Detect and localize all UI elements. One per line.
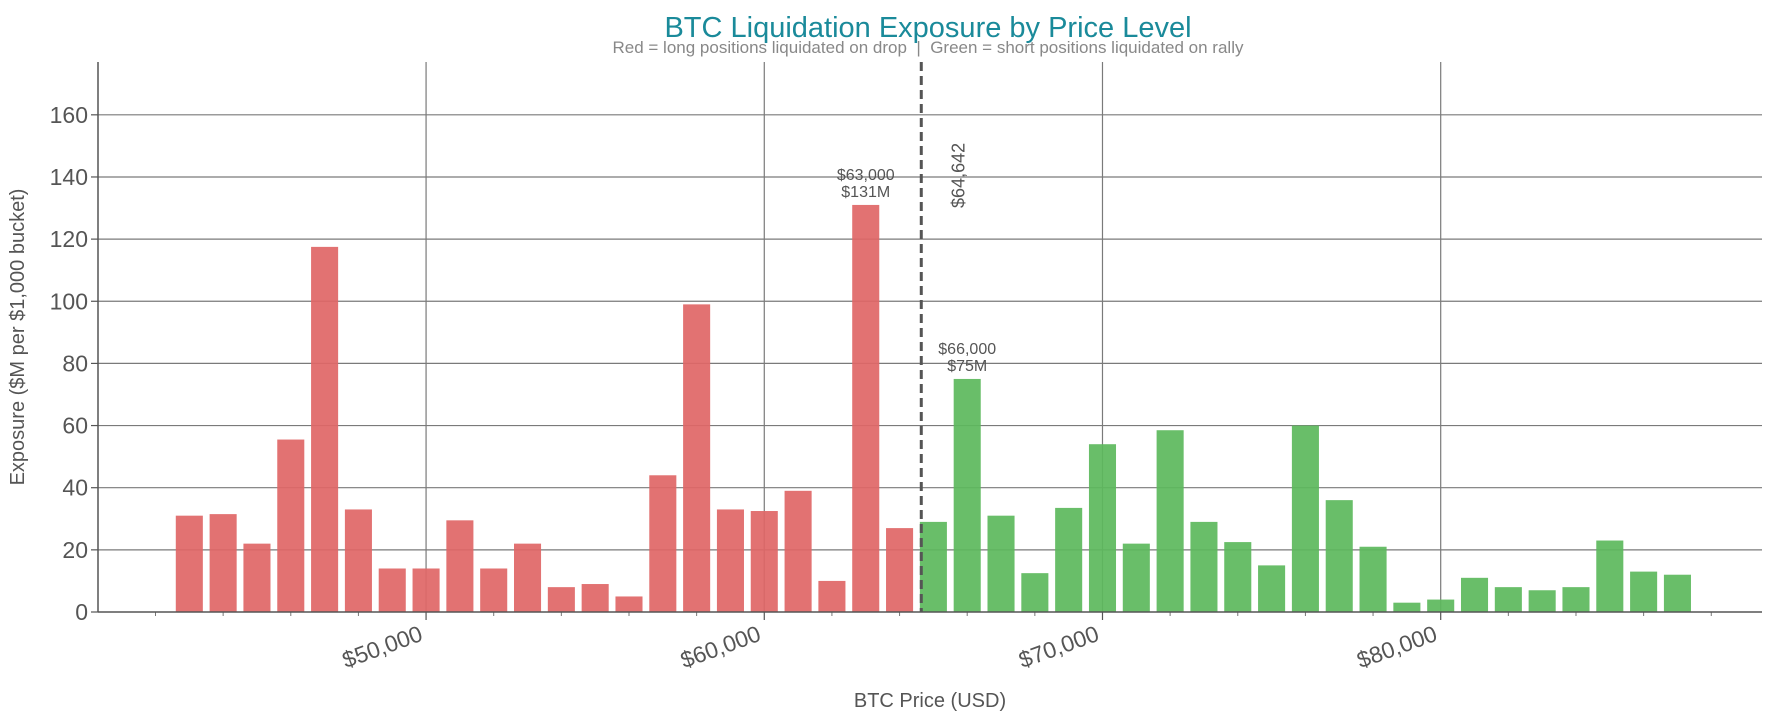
y-tick-label: 80: [62, 350, 88, 376]
long-liquidation-bar: [378, 568, 406, 612]
y-tick-label: 20: [62, 537, 88, 563]
peak-annotation-label: $63,000: [837, 167, 895, 184]
short-liquidation-bar: [1021, 573, 1049, 612]
long-liquidation-bar: [547, 587, 575, 612]
x-tick-label: $80,000: [1353, 620, 1440, 673]
short-liquidation-bar: [1325, 500, 1353, 612]
short-liquidation-bar: [1088, 444, 1117, 612]
long-liquidation-bar: [209, 514, 237, 612]
short-liquidation-bar: [1359, 546, 1387, 612]
short-liquidation-bar: [1562, 587, 1590, 612]
y-tick-label: 160: [50, 102, 88, 128]
long-liquidation-bar: [886, 528, 914, 612]
x-axis-title: BTC Price (USD): [854, 690, 1006, 712]
grid-layer: [98, 62, 1762, 612]
long-liquidation-bar: [581, 584, 609, 612]
long-liquidation-bar: [480, 568, 508, 612]
short-liquidation-bar: [1596, 540, 1624, 612]
long-liquidation-bar: [412, 568, 440, 612]
long-liquidation-bar: [784, 490, 812, 612]
peak-annotation-label: $131M: [841, 184, 890, 201]
short-liquidation-bar: [1190, 521, 1218, 612]
short-liquidation-bar: [987, 515, 1015, 612]
long-liquidation-bar: [446, 520, 474, 612]
long-liquidation-bar: [649, 475, 677, 612]
peak-annotation-label: $66,000: [938, 341, 996, 358]
long-liquidation-bar: [243, 543, 271, 612]
short-liquidation-bar: [1055, 507, 1083, 612]
long-liquidation-bar: [615, 596, 643, 612]
short-liquidation-bar: [1122, 543, 1150, 612]
short-liquidation-bar: [1156, 430, 1184, 612]
short-liquidation-bar: [1291, 425, 1319, 612]
short-liquidation-bar: [1393, 602, 1421, 612]
peak-annotation-label: $75M: [947, 358, 987, 375]
short-liquidation-bar: [1494, 587, 1522, 612]
short-liquidation-bar: [1630, 571, 1658, 612]
x-tick-label: $70,000: [1015, 620, 1102, 673]
long-liquidation-bar: [818, 580, 846, 612]
x-tick-label: $60,000: [677, 620, 764, 673]
long-liquidation-bar: [175, 515, 203, 612]
short-liquidation-bar: [953, 378, 981, 612]
y-tick-label: 0: [75, 599, 88, 625]
annotation-layer: $64,642 $63,000$131M $66,000$75M: [837, 62, 996, 612]
short-liquidation-bar: [1460, 577, 1489, 612]
short-liquidation-bar: [1663, 574, 1691, 612]
chart-title: BTC Liquidation Exposure by Price Level: [664, 12, 1191, 44]
short-liquidation-bar: [1528, 590, 1556, 612]
y-tick-label: 60: [62, 413, 88, 439]
bar-layer: [175, 204, 1691, 612]
long-liquidation-bar: [311, 246, 339, 612]
short-liquidation-bar: [919, 521, 947, 612]
long-liquidation-bar: [514, 543, 542, 612]
long-liquidation-bar: [683, 304, 711, 612]
y-tick-label: 140: [50, 164, 88, 190]
long-liquidation-bar: [277, 439, 305, 612]
long-liquidation-bar: [750, 511, 778, 612]
short-liquidation-bar: [1258, 565, 1286, 612]
y-tick-label: 120: [50, 226, 88, 252]
chart-subtitle: Red = long positions liquidated on drop …: [613, 38, 1244, 57]
y-tick-label: 100: [50, 288, 88, 314]
y-axis-title: Exposure ($M per $1,000 bucket): [7, 189, 29, 486]
long-liquidation-bar: [852, 204, 880, 612]
short-liquidation-bar: [1224, 542, 1252, 612]
x-tick-label: $50,000: [339, 620, 426, 673]
short-liquidation-bar: [1427, 599, 1455, 612]
long-liquidation-bar: [344, 509, 372, 612]
y-tick-label: 40: [62, 475, 88, 501]
long-liquidation-bar: [716, 509, 744, 612]
current-price-label: $64,642: [948, 143, 968, 208]
